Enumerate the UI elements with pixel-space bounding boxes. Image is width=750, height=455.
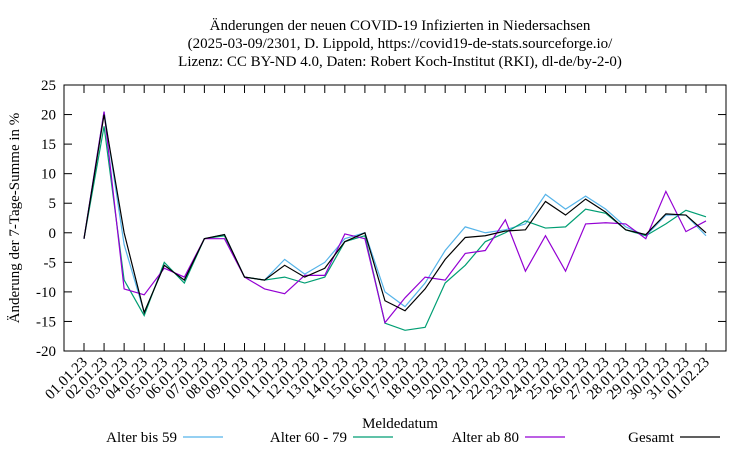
legend-label: Gesamt [628,430,675,446]
chart-title: Änderungen der neuen COVID-19 Infizierte… [210,17,591,34]
series-line [83,126,707,331]
y-tick-label: 20 [41,108,56,124]
y-tick-label: -5 [44,255,57,271]
y-axis-label: Änderung der 7-Tage-Summe in % [6,113,23,324]
series-line [83,111,707,315]
y-tick-label: -15 [36,314,56,330]
legend-label: Alter ab 80 [452,430,519,446]
y-tick-label: 5 [49,196,57,212]
series-line [83,111,707,324]
y-tick-label: 15 [41,137,56,153]
legend-label: Alter bis 59 [106,430,177,446]
chart-subtitle: (2025-03-09/2301, D. Lippold, https://co… [188,36,613,52]
y-tick-label: -20 [36,344,56,360]
y-tick-label: 10 [41,167,56,183]
chart-subtitle: Lizenz: CC BY-ND 4.0, Daten: Robert Koch… [178,54,622,70]
y-tick-label: 25 [41,78,56,94]
plot-border [63,84,727,352]
legend-label: Alter 60 - 79 [270,430,347,446]
series-line [83,114,707,315]
x-axis-label: Meldedatum [362,416,438,432]
y-tick-label: 0 [49,226,57,242]
y-tick-label: -10 [36,285,56,301]
